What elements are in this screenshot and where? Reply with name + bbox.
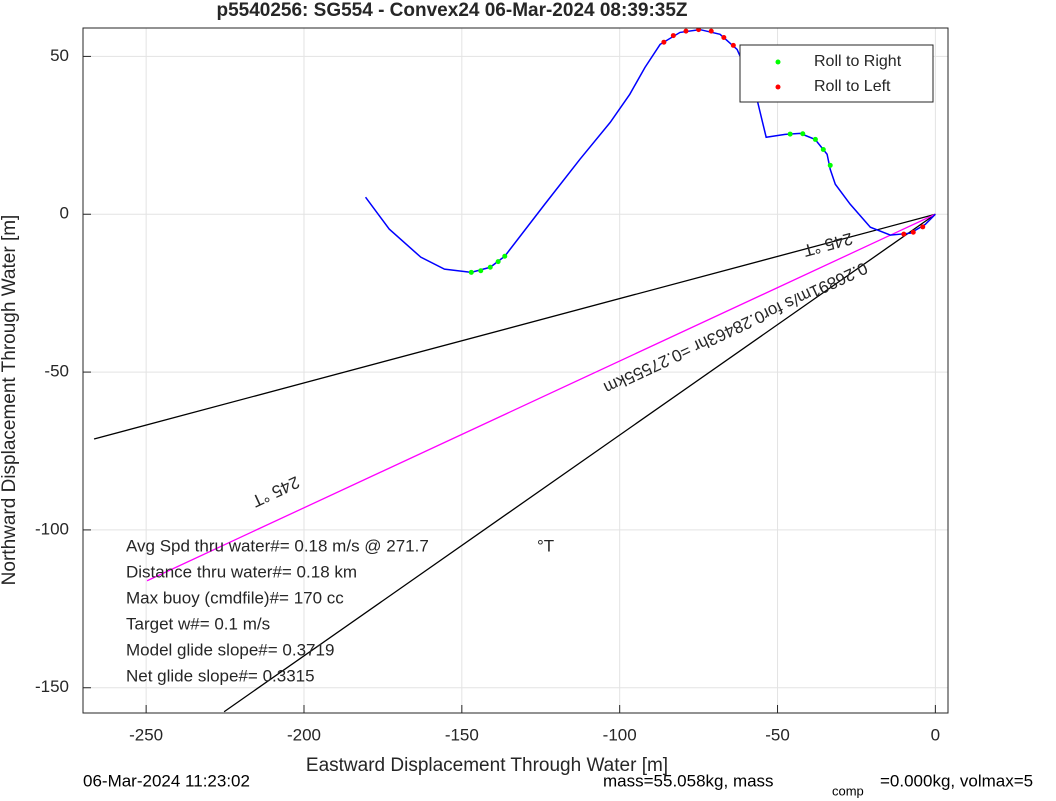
stats-text: Distance thru water#= 0.18 km (126, 562, 357, 581)
roll-point (478, 268, 484, 274)
x-tick-label: -150 (445, 725, 479, 744)
stats-text: °T (537, 536, 554, 555)
footer-text: 06-Mar-2024 11:23:02 (83, 771, 250, 790)
y-tick-label: 0 (60, 204, 69, 223)
roll-point (495, 259, 501, 265)
reference-line (93, 213, 936, 440)
legend-label: Roll to Right (814, 53, 902, 70)
x-axis-label: Eastward Displacement Through Water [m] (306, 755, 668, 776)
footer-text: mass=55.058kg, mass (603, 771, 774, 790)
legend-marker (775, 59, 781, 65)
stats-text: Max buoy (cmdfile)#= 170 cc (126, 588, 344, 607)
roll-point (683, 28, 689, 34)
legend-marker (775, 84, 781, 90)
roll-point (730, 42, 736, 48)
plot-content (93, 28, 936, 713)
chart-title: p5540256: SG554 - Convex24 06-Mar-2024 0… (216, 0, 687, 21)
footer-text: =0.000kg, volmax=5 (880, 771, 1033, 790)
roll-point (696, 28, 702, 33)
y-tick-label: -50 (44, 362, 69, 381)
y-tick-label: -100 (35, 519, 69, 538)
roll-point (800, 131, 806, 137)
roll-point (910, 229, 916, 235)
y-tick-label: -150 (35, 677, 69, 696)
roll-point (787, 131, 793, 137)
reference-line (146, 213, 936, 582)
x-tick-label: -250 (129, 725, 163, 744)
roll-point (661, 39, 667, 45)
trajectory-line (364, 28, 936, 274)
footer-text: comp (832, 783, 864, 798)
x-tick-label: -50 (765, 725, 790, 744)
legend-label: Roll to Left (814, 78, 891, 95)
stats-text: Avg Spd thru water#= 0.18 m/s @ 271.7 (126, 536, 429, 555)
roll-point (468, 269, 474, 275)
reference-line (223, 213, 936, 713)
plot-area (83, 28, 948, 713)
roll-point (708, 28, 714, 34)
y-axis-label: Northward Displacement Through Water [m] (0, 215, 20, 586)
stats-text: Model glide slope#= 0.3719 (126, 640, 334, 659)
x-tick-label: -100 (603, 725, 637, 744)
roll-point (721, 34, 727, 40)
roll-point (502, 253, 508, 259)
x-tick-label: -200 (287, 725, 321, 744)
stats-text: Net glide slope#= 0.3315 (126, 666, 315, 685)
roll-point (670, 33, 676, 39)
legend-box (739, 44, 934, 103)
roll-point (920, 224, 926, 230)
x-tick-label: 0 (931, 725, 940, 744)
axes-box (82, 27, 949, 714)
y-tick-label: 50 (50, 46, 69, 65)
roll-point (812, 136, 818, 142)
roll-point (487, 264, 493, 270)
roll-point (827, 162, 833, 168)
roll-point (901, 231, 907, 237)
roll-point (820, 147, 826, 153)
stats-text: Target w#= 0.1 m/s (126, 614, 270, 633)
